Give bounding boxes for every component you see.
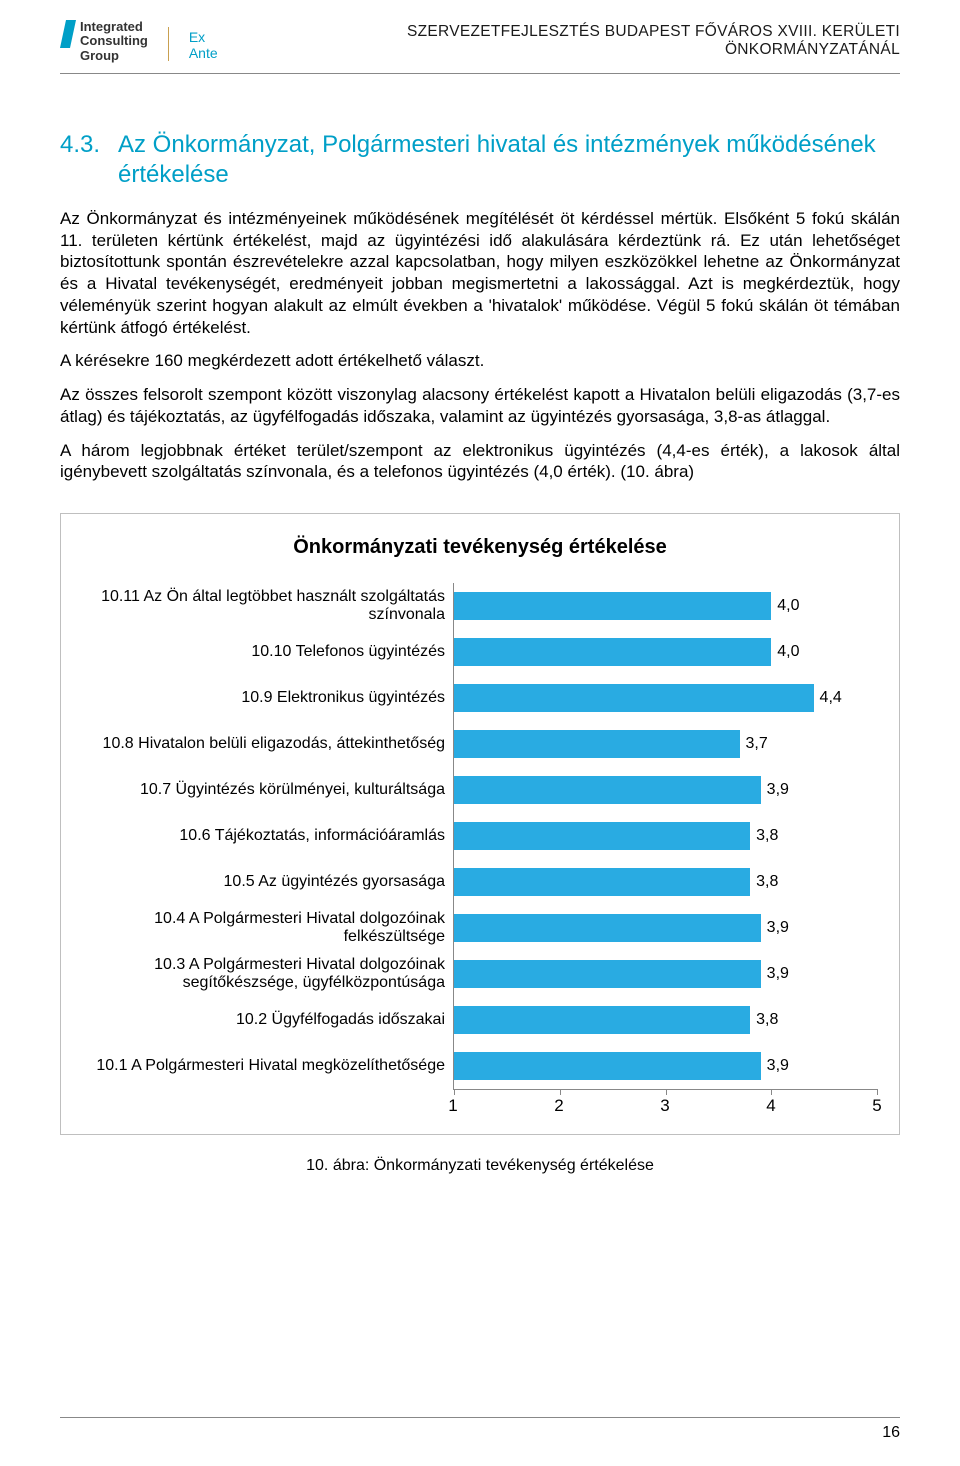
chart-axis-labels: 12345	[453, 1090, 877, 1116]
page-footer: 16	[60, 1417, 900, 1442]
chart-bar: 4,0	[454, 638, 771, 666]
chart-bar-value: 3,9	[761, 919, 789, 937]
chart-bar-value: 4,0	[771, 597, 799, 615]
chart-bar: 3,7	[454, 730, 740, 758]
chart-bar-row: 3,7	[454, 721, 877, 767]
chart-category-label: 10.4 A Polgármesteri Hivatal dolgozóinak…	[83, 905, 453, 951]
chart-bar-value: 3,9	[761, 781, 789, 799]
chart-labels-column: 10.11 Az Ön által legtöbbet használt szo…	[83, 583, 453, 1090]
logo-divider	[168, 27, 169, 61]
section-title-text: Az Önkormányzat, Polgármesteri hivatal é…	[118, 130, 900, 190]
chart-bar: 3,9	[454, 960, 761, 988]
chart-tick-label: 2	[554, 1096, 563, 1142]
logo-line1: Integrated	[80, 20, 148, 34]
chart-title: Önkormányzati tevékenység értékelése	[83, 536, 877, 559]
chart-bar-value: 3,9	[761, 965, 789, 983]
paragraph-1: Az Önkormányzat és intézményeinek működé…	[60, 208, 900, 339]
chart-tick-label: 3	[660, 1096, 669, 1142]
logo-text: Integrated Consulting Group	[80, 20, 148, 63]
page-number: 16	[60, 1424, 900, 1442]
chart-axis-row: 12345	[83, 1090, 877, 1116]
chart-bar-value: 4,0	[771, 643, 799, 661]
chart-category-label: 10.10 Telefonos ügyintézés	[83, 629, 453, 675]
page-header: Integrated Consulting Group Ex Ante SZER…	[60, 20, 900, 71]
chart-bar: 4,4	[454, 684, 814, 712]
chart-category-label: 10.6 Tájékoztatás, információáramlás	[83, 813, 453, 859]
chart-bar-row: 3,9	[454, 767, 877, 813]
chart-category-label: 10.1 A Polgármesteri Hivatal megközelíth…	[83, 1043, 453, 1089]
chart-bar-row: 3,8	[454, 859, 877, 905]
chart-bar: 3,9	[454, 776, 761, 804]
chart-tick-label: 5	[872, 1096, 881, 1142]
paragraph-3: Az összes felsorolt szempont között visz…	[60, 384, 900, 428]
section-number: 4.3.	[60, 130, 118, 190]
chart-category-label: 10.7 Ügyintézés körülményei, kulturáltsá…	[83, 767, 453, 813]
chart-bar: 3,9	[454, 1052, 761, 1080]
chart-category-label: 10.3 A Polgármesteri Hivatal dolgozóinak…	[83, 951, 453, 997]
chart-tick-label: 1	[448, 1096, 457, 1142]
paragraph-4: A három legjobbnak értéket terület/szemp…	[60, 440, 900, 484]
chart-bars-column: 4,04,04,43,73,93,83,83,93,93,83,9	[453, 583, 877, 1090]
chart-bar-row: 3,8	[454, 813, 877, 859]
chart-category-label: 10.2 Ügyfélfogadás időszakai	[83, 997, 453, 1043]
chart-category-label: 10.8 Hivatalon belüli eligazodás, átteki…	[83, 721, 453, 767]
chart-category-label: 10.9 Elektronikus ügyintézés	[83, 675, 453, 721]
header-title: SZERVEZETFEJLESZTÉS BUDAPEST FŐVÁROS XVI…	[235, 23, 900, 63]
chart-bar: 3,9	[454, 914, 761, 942]
logo-line2: Consulting	[80, 34, 148, 48]
chart-container: Önkormányzati tevékenység értékelése 10.…	[60, 513, 900, 1135]
chart-body: 10.11 Az Ön által legtöbbet használt szo…	[83, 583, 877, 1090]
logo-line3: Group	[80, 49, 148, 63]
figure-caption: 10. ábra: Önkormányzati tevékenység érté…	[60, 1157, 900, 1175]
chart-bar-value: 3,9	[761, 1057, 789, 1075]
chart-bar-row: 4,0	[454, 583, 877, 629]
chart-tick	[877, 1089, 878, 1095]
chart-tick-label: 4	[766, 1096, 775, 1142]
chart-bar-value: 4,4	[814, 689, 842, 707]
section-title: 4.3. Az Önkormányzat, Polgármesteri hiva…	[60, 130, 900, 190]
logo-block: Integrated Consulting Group Ex Ante	[60, 20, 235, 63]
chart-bar-value: 3,8	[750, 873, 778, 891]
chart-bar-row: 3,9	[454, 951, 877, 997]
chart-bar: 4,0	[454, 592, 771, 620]
chart-bar-row: 3,9	[454, 1043, 877, 1089]
logo-slash-icon	[60, 20, 76, 48]
chart-bar-row: 4,0	[454, 629, 877, 675]
chart-bar-value: 3,7	[740, 735, 768, 753]
logo-sub: Ex Ante	[189, 29, 235, 61]
chart-bar-row: 3,8	[454, 997, 877, 1043]
chart-category-label: 10.5 Az ügyintézés gyorsasága	[83, 859, 453, 905]
chart-bar-row: 3,9	[454, 905, 877, 951]
footer-rule	[60, 1417, 900, 1418]
chart-category-label: 10.11 Az Ön által legtöbbet használt szo…	[83, 583, 453, 629]
chart-bar: 3,8	[454, 822, 750, 850]
chart-bar: 3,8	[454, 1006, 750, 1034]
chart-bar-value: 3,8	[750, 827, 778, 845]
logo-main: Integrated Consulting Group	[60, 20, 148, 63]
chart-bar: 3,8	[454, 868, 750, 896]
chart-bar-row: 4,4	[454, 675, 877, 721]
paragraph-2: A kérésekre 160 megkérdezett adott érték…	[60, 350, 900, 372]
chart-bar-value: 3,8	[750, 1011, 778, 1029]
